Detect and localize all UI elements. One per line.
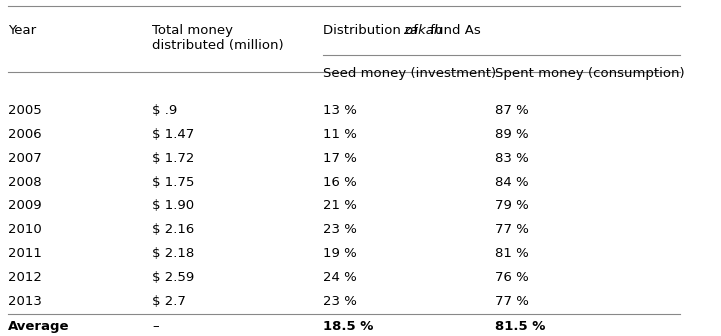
Text: 18.5 %: 18.5 % — [323, 320, 373, 333]
Text: zakah: zakah — [403, 24, 442, 37]
Text: fund As: fund As — [426, 24, 481, 37]
Text: 2010: 2010 — [8, 223, 42, 236]
Text: $ 1.72: $ 1.72 — [152, 152, 195, 165]
Text: 81.5 %: 81.5 % — [495, 320, 545, 333]
Text: $ 1.47: $ 1.47 — [152, 128, 195, 141]
Text: Seed money (investment): Seed money (investment) — [323, 67, 497, 80]
Text: 2008: 2008 — [8, 176, 42, 188]
Text: 77 %: 77 % — [495, 295, 528, 308]
Text: 76 %: 76 % — [495, 271, 528, 284]
Text: 2006: 2006 — [8, 128, 42, 141]
Text: 83 %: 83 % — [495, 152, 528, 165]
Text: Distribution of: Distribution of — [323, 24, 423, 37]
Text: Total money
distributed (million): Total money distributed (million) — [152, 24, 284, 52]
Text: Spent money (consumption): Spent money (consumption) — [495, 67, 684, 80]
Text: $ .9: $ .9 — [152, 104, 177, 117]
Text: 17 %: 17 % — [323, 152, 357, 165]
Text: $ 2.16: $ 2.16 — [152, 223, 195, 236]
Text: 2007: 2007 — [8, 152, 42, 165]
Text: 23 %: 23 % — [323, 223, 357, 236]
Text: 81 %: 81 % — [495, 247, 528, 260]
Text: $ 2.59: $ 2.59 — [152, 271, 195, 284]
Text: $ 2.7: $ 2.7 — [152, 295, 186, 308]
Text: 24 %: 24 % — [323, 271, 357, 284]
Text: 84 %: 84 % — [495, 176, 528, 188]
Text: Average: Average — [8, 320, 70, 333]
Text: 87 %: 87 % — [495, 104, 528, 117]
Text: Year: Year — [8, 24, 36, 37]
Text: 77 %: 77 % — [495, 223, 528, 236]
Text: –: – — [152, 320, 159, 333]
Text: 16 %: 16 % — [323, 176, 357, 188]
Text: 2009: 2009 — [8, 199, 42, 212]
Text: 13 %: 13 % — [323, 104, 357, 117]
Text: 2011: 2011 — [8, 247, 42, 260]
Text: $ 2.18: $ 2.18 — [152, 247, 195, 260]
Text: 79 %: 79 % — [495, 199, 528, 212]
Text: 11 %: 11 % — [323, 128, 357, 141]
Text: $ 1.75: $ 1.75 — [152, 176, 195, 188]
Text: 23 %: 23 % — [323, 295, 357, 308]
Text: 2005: 2005 — [8, 104, 42, 117]
Text: 19 %: 19 % — [323, 247, 357, 260]
Text: 2013: 2013 — [8, 295, 42, 308]
Text: 21 %: 21 % — [323, 199, 357, 212]
Text: 89 %: 89 % — [495, 128, 528, 141]
Text: 2012: 2012 — [8, 271, 42, 284]
Text: $ 1.90: $ 1.90 — [152, 199, 194, 212]
